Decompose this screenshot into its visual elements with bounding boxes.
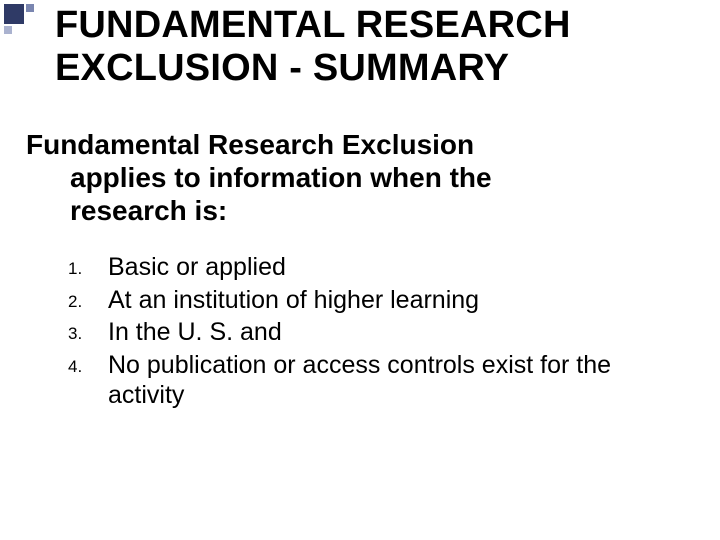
list-number: 2. (68, 285, 108, 312)
slide-subtitle: Fundamental Research Exclusion applies t… (26, 128, 690, 227)
list-text: No publication or access controls exist … (108, 350, 680, 411)
list-item: 2. At an institution of higher learning (68, 285, 680, 316)
numbered-list: 1. Basic or applied 2. At an institution… (68, 252, 680, 413)
subtitle-line-1: Fundamental Research Exclusion (26, 129, 474, 160)
list-text: In the U. S. and (108, 317, 680, 348)
subtitle-line-2: applies to information when the (26, 161, 690, 194)
list-item: 1. Basic or applied (68, 252, 680, 283)
deco-square-large (4, 4, 24, 24)
corner-decoration (0, 0, 36, 36)
list-item: 4. No publication or access controls exi… (68, 350, 680, 411)
list-number: 1. (68, 252, 108, 279)
slide-title: FUNDAMENTAL RESEARCH EXCLUSION - SUMMARY (55, 4, 700, 89)
list-text: At an institution of higher learning (108, 285, 680, 316)
deco-square-small-bottom (4, 26, 12, 34)
list-text: Basic or applied (108, 252, 680, 283)
deco-square-small-top (26, 4, 34, 12)
list-item: 3. In the U. S. and (68, 317, 680, 348)
list-number: 3. (68, 317, 108, 344)
subtitle-line-3: research is: (26, 194, 690, 227)
list-number: 4. (68, 350, 108, 377)
